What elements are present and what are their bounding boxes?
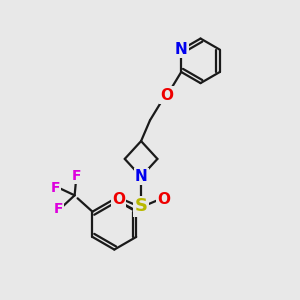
Text: N: N (175, 42, 188, 57)
Text: O: O (160, 88, 173, 103)
Text: F: F (53, 202, 63, 216)
Text: O: O (112, 191, 125, 206)
Text: S: S (135, 197, 148, 215)
Text: F: F (51, 181, 60, 195)
Text: F: F (71, 169, 81, 183)
Text: O: O (157, 191, 170, 206)
Text: N: N (135, 169, 148, 184)
